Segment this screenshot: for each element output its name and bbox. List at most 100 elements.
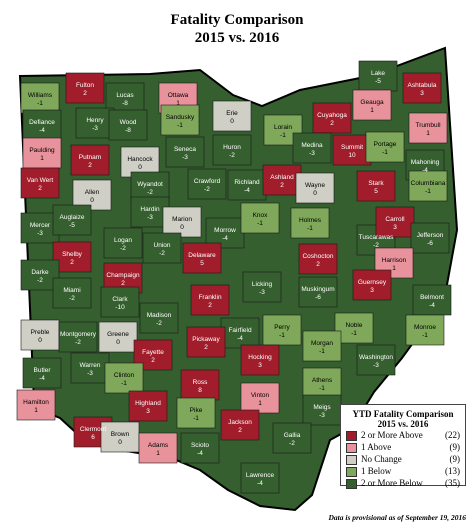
county-name-columbiana: Columbiana: [411, 180, 446, 187]
county-name-lorain: Lorain: [274, 124, 292, 131]
county-clark: [100, 286, 140, 318]
county-name-geauga: Geauga: [360, 99, 384, 106]
county-value-paulding: 1: [40, 155, 44, 162]
county-value-hocking: 3: [258, 362, 262, 369]
county-ashland: [262, 164, 302, 196]
county-name-portage: Portage: [374, 141, 397, 148]
county-value-preble: 0: [38, 337, 42, 344]
legend-title-line1: YTD Fatality Comparison: [352, 409, 454, 419]
county-name-defiance: Defiance: [29, 119, 55, 126]
county-adams: [138, 432, 178, 464]
legend-item-count: (35): [445, 478, 460, 488]
county-value-butler: -4: [39, 375, 45, 382]
county-putnam: [70, 144, 110, 176]
county-value-belmont: -4: [429, 302, 435, 309]
county-name-adams: Adams: [148, 442, 169, 449]
county-value-union: -2: [159, 250, 165, 257]
county-name-sandusky: Sandusky: [166, 114, 195, 121]
county-name-morrow: Morrow: [214, 227, 236, 234]
county-name-coshocton: Coshocton: [302, 253, 333, 260]
county-name-licking: Licking: [252, 281, 273, 288]
county-value-defiance: -4: [39, 127, 45, 134]
county-perry: [262, 314, 302, 346]
county-value-champaign: 2: [121, 280, 125, 287]
county-value-wayne: 0: [313, 190, 317, 197]
legend-item-count: (9): [449, 442, 461, 452]
county-fulton: [65, 72, 105, 104]
county-name-lucas: Lucas: [116, 92, 134, 99]
county-value-seneca: -3: [182, 154, 188, 161]
county-henry: [75, 107, 115, 139]
legend-item-count: (9): [449, 454, 461, 464]
county-name-shelby: Shelby: [62, 251, 83, 258]
county-name-clark: Clark: [112, 296, 128, 303]
county-value-henry: -3: [92, 125, 98, 132]
county-value-ashtabula: 3: [420, 90, 424, 97]
county-hocking: [240, 344, 280, 376]
county-name-holmes: Holmes: [299, 217, 322, 224]
county-name-harrison: Harrison: [382, 257, 407, 264]
county-name-cuyahoga: Cuyahoga: [317, 112, 347, 119]
county-preble: [20, 319, 60, 351]
county-value-hamilton: 1: [34, 407, 38, 414]
county-name-carroll: Carroll: [385, 216, 405, 223]
county-name-hocking: Hocking: [248, 354, 272, 361]
county-ross: [180, 369, 220, 401]
county-name-wayne: Wayne: [305, 182, 325, 189]
county-stark: [356, 170, 396, 202]
county-name-ottawa: Ottawa: [168, 92, 189, 99]
county-name-huron: Huron: [223, 144, 241, 151]
legend-item: 2 or More Above (22): [346, 430, 460, 441]
county-name-ashland: Ashland: [270, 174, 294, 181]
county-miami: [52, 277, 92, 309]
county-madison: [139, 302, 179, 334]
county-name-jefferson: Jefferson: [417, 232, 444, 239]
county-seneca: [165, 136, 205, 168]
county-value-mahoning: -4: [422, 167, 428, 174]
county-name-ashtabula: Ashtabula: [408, 82, 437, 89]
county-name-delaware: Delaware: [188, 252, 216, 259]
county-name-summit: Summit: [341, 144, 363, 151]
county-name-seneca: Seneca: [174, 146, 196, 153]
county-name-preble: Preble: [31, 329, 50, 336]
county-value-harrison: 1: [392, 265, 396, 272]
county-name-erie: Erie: [226, 110, 238, 117]
county-pike: [176, 397, 216, 429]
county-value-washington: -3: [373, 362, 379, 369]
legend-item-label: No Change: [361, 454, 402, 464]
county-delaware: [182, 242, 222, 274]
county-name-clinton: Clinton: [114, 372, 135, 379]
county-name-highland: Highland: [135, 400, 161, 407]
legend-item-label: 2 or More Above: [361, 430, 423, 440]
county-defiance: [22, 109, 62, 141]
county-name-lawrence: Lawrence: [246, 472, 275, 479]
county-belmont: [412, 284, 452, 316]
county-name-union: Union: [154, 242, 171, 249]
county-value-scioto: -4: [197, 450, 203, 457]
county-warren: [70, 352, 110, 384]
county-value-medina: -3: [309, 150, 315, 157]
county-name-fulton: Fulton: [76, 82, 94, 89]
county-scioto: [180, 432, 220, 464]
county-crawford: [187, 168, 227, 200]
county-value-hancock: 0: [138, 164, 142, 171]
legend-item-count: (13): [445, 466, 460, 476]
county-washington: [356, 344, 396, 376]
county-name-madison: Madison: [147, 312, 172, 319]
county-value-ottawa: 1: [176, 100, 180, 107]
county-name-franklin: Franklin: [198, 294, 222, 301]
county-name-hancock: Hancock: [127, 156, 153, 163]
county-value-huron: -2: [229, 152, 235, 159]
county-name-champaign: Champaign: [106, 272, 140, 279]
county-value-greene: 0: [116, 339, 120, 346]
county-name-perry: Perry: [274, 324, 290, 331]
county-value-lawrence: -4: [257, 480, 263, 487]
county-value-clinton: -1: [121, 380, 127, 387]
county-ashtabula: [402, 72, 442, 104]
county-darke: [20, 259, 60, 291]
county-licking: [242, 271, 282, 303]
legend-item-label: 1 Above: [361, 442, 392, 452]
map-title-line1: Fatality Comparison: [170, 12, 304, 28]
county-coshocton: [298, 243, 338, 275]
